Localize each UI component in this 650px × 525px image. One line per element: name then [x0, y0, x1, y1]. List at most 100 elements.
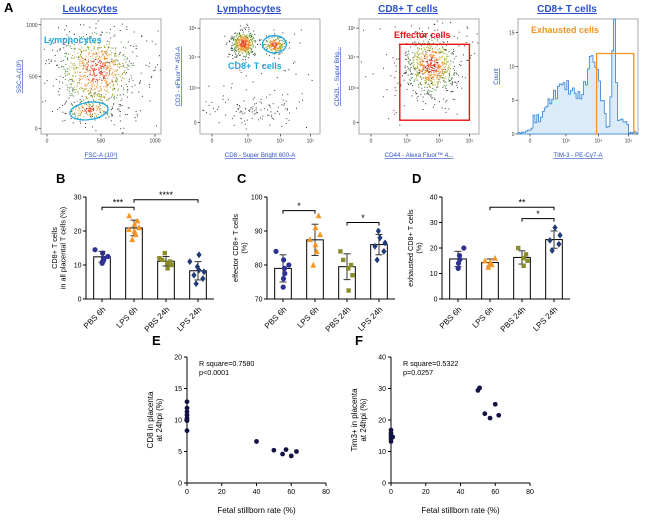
tick-label: 10⁴	[348, 55, 356, 61]
data-point	[315, 212, 322, 219]
tick-label: 10³	[189, 86, 197, 92]
tick-label: 20	[430, 245, 438, 252]
tick-label: 10⁵	[348, 26, 356, 32]
tick-label: 0	[211, 139, 214, 145]
tick-label: 20	[422, 489, 430, 496]
tick-label: 0	[194, 121, 197, 127]
data-point	[496, 412, 502, 418]
data-point	[338, 249, 343, 254]
gate	[69, 101, 109, 121]
panel-b-chart-canvas: 0 10 20 30 CD8+ T cells in all placental T ce…	[50, 190, 214, 334]
significance-bracket	[282, 210, 316, 214]
category-label: PBS 6h	[263, 305, 289, 331]
annotation: R square=0.7580	[199, 359, 254, 368]
data-point	[485, 263, 492, 270]
plot-frame	[199, 18, 321, 135]
data-point	[549, 247, 555, 254]
tick-label: 80	[322, 489, 330, 496]
plot-frame	[40, 18, 162, 135]
data-point	[184, 428, 190, 434]
tick-label: 100	[251, 194, 263, 201]
data-point	[184, 405, 190, 411]
data-point	[288, 453, 294, 459]
data-point	[341, 257, 346, 263]
tick-label: 0	[529, 139, 532, 145]
data-point	[294, 449, 299, 454]
data-point	[254, 439, 259, 444]
density-cloud	[208, 23, 313, 128]
x-axis-label: CD8 - Super Bright 600-A	[225, 152, 296, 159]
tick-label: 15	[174, 386, 182, 393]
gate	[399, 43, 471, 121]
gate-label-exhausted-cells: Exhausted cells	[531, 25, 600, 35]
y-axis-label: effector CD8+ T cells	[231, 214, 240, 282]
category-label: PBS 6h	[438, 305, 464, 331]
data-point	[281, 257, 287, 263]
data-point	[377, 234, 383, 242]
panel-label-f: F	[355, 333, 363, 348]
tick-label: 10	[509, 64, 515, 70]
tick-label: 10⁴	[436, 139, 444, 145]
x-axis-label: CD44 - Alexa Fluor™ 4...	[385, 152, 454, 159]
panel-b-chart: 0 10 20 30 CD8+ T cells in all placental T ce…	[50, 183, 222, 348]
tick-label: 1000	[149, 139, 160, 145]
tick-label: 0	[389, 489, 393, 496]
y-axis-label: Tim3+ in placenta	[350, 388, 359, 452]
data-point	[282, 270, 288, 277]
tick-label: 15	[509, 31, 515, 37]
flow-plot-cd8-t-cells: CD8+ T cells 0 10³ 10⁴ 10⁵ 0 10³ 10⁴ 10⁵ CD44 - …	[332, 3, 484, 163]
data-point	[482, 257, 488, 264]
gate-label-effector-cells: Effector cells	[394, 30, 451, 40]
bar	[125, 227, 143, 300]
panel-f-chart-canvas: 0 10 20 30 40 0 20 40 60 80 Fetal stillborn rate (…	[350, 354, 534, 515]
panel-e-chart: 0 5 10 15 20 0 20 40 60 80 Fetal stillborn rate (%…	[145, 345, 340, 522]
tick-label: 5	[512, 98, 515, 104]
data-point	[169, 262, 174, 268]
data-point	[317, 231, 323, 237]
panel-label-d: D	[412, 171, 422, 186]
data-point	[521, 256, 526, 261]
tick-label: 60	[491, 489, 499, 496]
data-point	[167, 259, 173, 264]
data-point	[487, 258, 494, 265]
category-label: LPS 6h	[295, 305, 320, 330]
category-label: LPS 6h	[114, 305, 139, 330]
significance-label: ***	[113, 198, 124, 208]
tick-label: 0	[382, 480, 386, 487]
data-point	[461, 245, 467, 251]
tick-label: 40	[457, 489, 465, 496]
tick-label: 30	[378, 386, 386, 393]
data-point	[525, 258, 530, 263]
data-point	[184, 409, 190, 415]
significance-bracket	[489, 206, 555, 211]
tick-label: 40	[378, 354, 386, 361]
category-label: PBS 24h	[499, 305, 528, 334]
data-point	[165, 266, 170, 271]
histogram	[517, 18, 639, 135]
data-point	[162, 250, 167, 256]
data-point	[547, 236, 553, 244]
y-axis-label: SSC-A (10³)	[16, 60, 23, 93]
data-point	[455, 265, 461, 271]
data-point	[105, 253, 111, 260]
data-point	[100, 255, 107, 261]
data-point	[310, 261, 317, 268]
density-cloud	[42, 23, 161, 134]
panel-label-a: A	[4, 0, 14, 15]
flow-plot-canvas: 0 10³ 10⁴ 10⁵ 0 5 10 15 TIM-3 - PE-Cy7-A Count	[493, 18, 639, 159]
y-axis-label: Count	[493, 68, 500, 85]
data-point	[390, 434, 396, 440]
data-point	[280, 284, 286, 290]
data-point	[131, 227, 138, 234]
tick-label: 10³	[562, 139, 570, 145]
tick-label: 10	[378, 449, 386, 456]
data-point	[487, 415, 493, 421]
gate-label-cd8-t-cells: CD8+ T cells	[228, 61, 282, 71]
y-axis-label: CD8+ T cells	[50, 227, 59, 269]
data-point	[312, 224, 319, 231]
flow-plot-title: Leukocytes	[62, 4, 118, 15]
data-point	[372, 242, 378, 250]
tick-label: 0	[78, 296, 82, 303]
y-axis-label: (%)	[240, 242, 249, 253]
